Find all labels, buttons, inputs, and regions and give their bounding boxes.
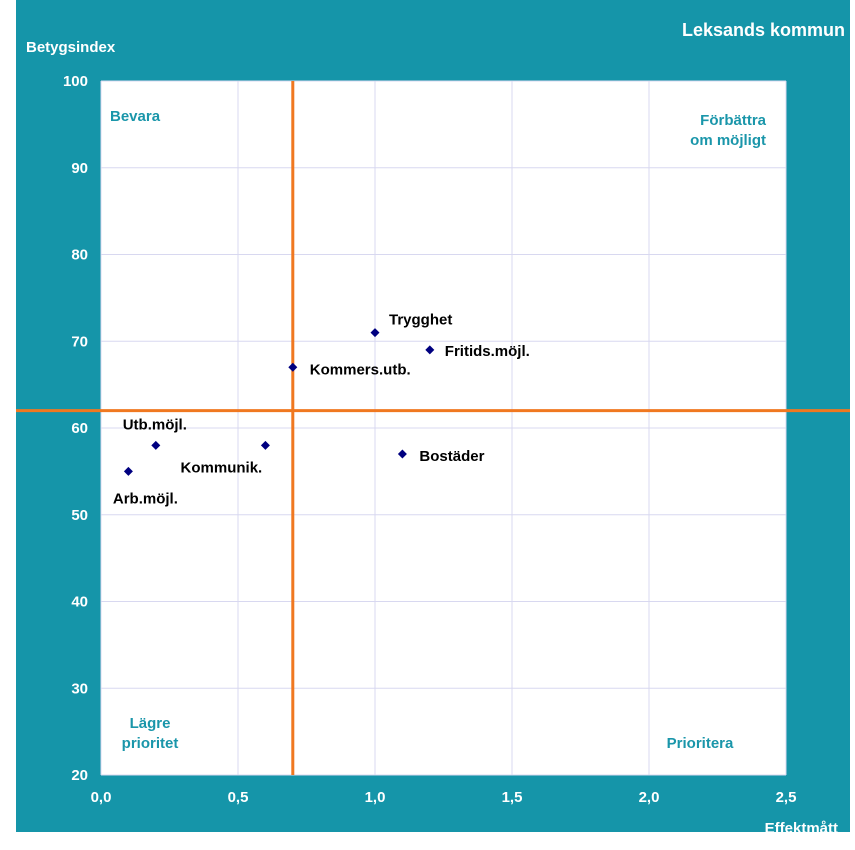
quadrant-label-top-right: Förbättra xyxy=(700,112,766,129)
y-tick-label: 70 xyxy=(71,333,88,350)
data-point-marker xyxy=(288,362,298,372)
data-point-label: Kommunik. xyxy=(181,459,263,476)
y-tick-label: 80 xyxy=(71,247,88,264)
data-point-label: Trygghet xyxy=(389,312,452,329)
quadrant-labels: Bevara Förbättra om möjligt Lägre prioritet P… xyxy=(110,108,767,752)
quadrant-label-top-right: om möjligt xyxy=(690,132,766,149)
y-tick-label: 30 xyxy=(71,680,88,697)
data-point-label: Bostäder xyxy=(419,448,484,465)
gridlines xyxy=(100,80,787,776)
x-tick-label: 0,0 xyxy=(91,789,112,806)
data-point-marker xyxy=(425,345,435,355)
y-tick-label: 20 xyxy=(71,767,88,784)
x-axis-title: Effektmått xyxy=(765,820,838,837)
x-tick-label: 1,0 xyxy=(365,789,386,806)
data-point-label: Arb.möjl. xyxy=(113,490,178,507)
x-tick-label: 2,5 xyxy=(776,789,797,806)
data-point-marker xyxy=(151,440,161,450)
reference-lines xyxy=(16,81,850,775)
x-tick-label: 1,5 xyxy=(502,789,523,806)
y-axis-title: Betygsindex xyxy=(26,39,116,56)
data-point-marker xyxy=(397,449,407,459)
data-point-marker xyxy=(123,466,133,476)
quadrant-label-bottom-left: Lägre xyxy=(130,715,171,732)
x-tick-label: 2,0 xyxy=(639,789,660,806)
data-point-label: Kommers.utb. xyxy=(310,361,411,378)
axis-ticks: 0,0 0,5 1,0 1,5 2,0 2,5 20 30 40 50 60 70 80 90 100 xyxy=(63,73,796,806)
y-tick-label: 40 xyxy=(71,594,88,611)
quadrant-label-bottom-left: prioritet xyxy=(122,735,179,752)
quadrant-label-top-left: Bevara xyxy=(110,108,161,125)
data-points: Trygghet Fritids.möjl. Kommers.utb. Utb.möj… xyxy=(113,312,530,508)
data-point-marker xyxy=(260,440,270,450)
y-tick-label: 90 xyxy=(71,160,88,177)
data-point-marker xyxy=(370,328,380,338)
chart-title: Leksands kommun xyxy=(682,20,845,40)
quadrant-label-bottom-right: Prioritera xyxy=(667,735,734,752)
y-tick-label: 50 xyxy=(71,507,88,524)
y-tick-label: 60 xyxy=(71,420,88,437)
x-tick-label: 0,5 xyxy=(228,789,249,806)
data-point-label: Fritids.möjl. xyxy=(445,343,530,360)
data-point-label: Utb.möjl. xyxy=(123,416,187,433)
y-tick-label: 100 xyxy=(63,73,88,90)
